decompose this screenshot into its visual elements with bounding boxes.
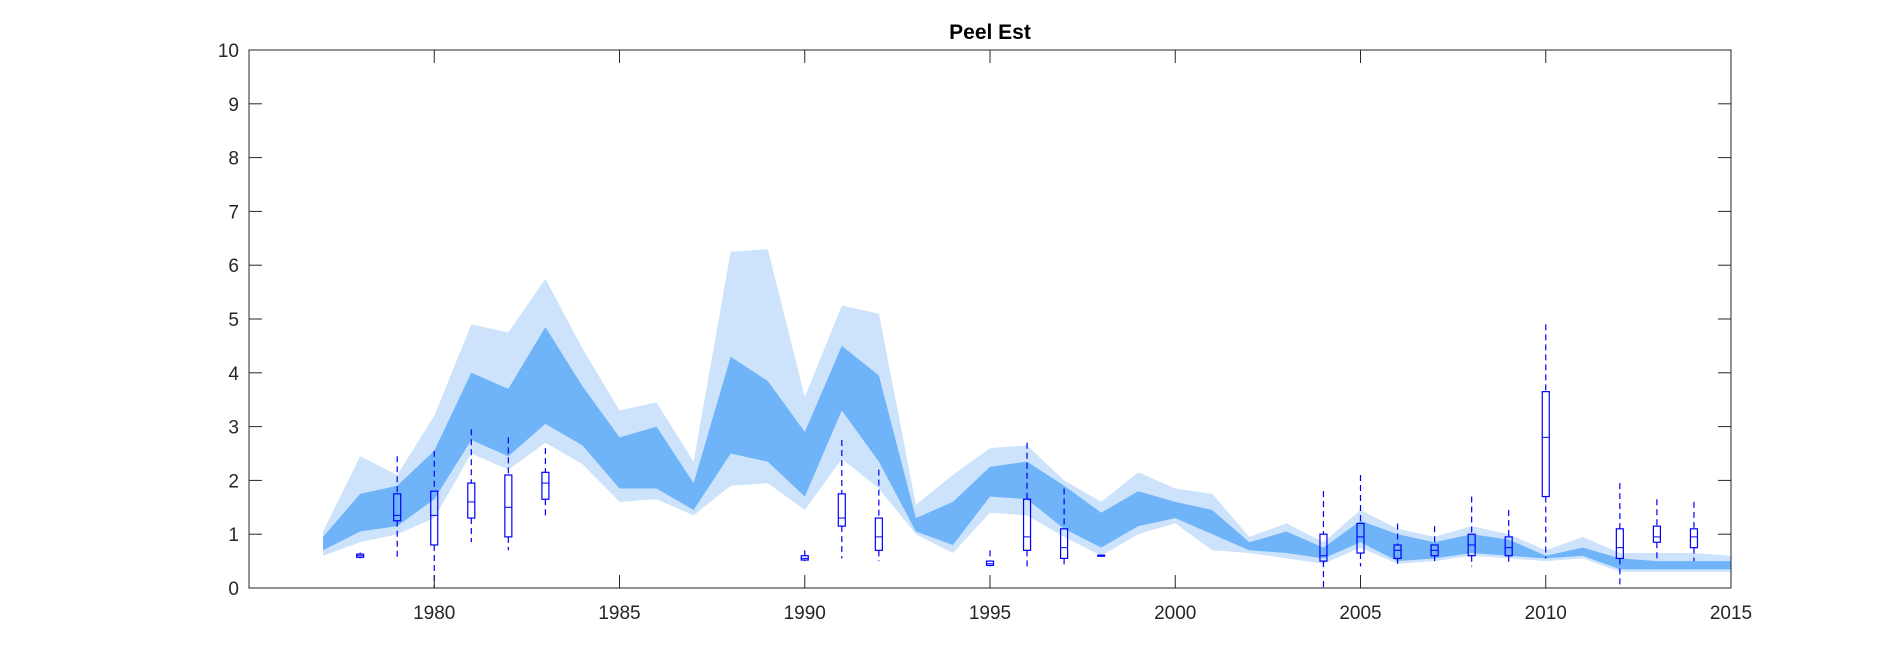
boxplot (1319, 491, 1328, 588)
boxplot-box (504, 474, 513, 538)
boxplot-box (985, 560, 995, 567)
boxplot (874, 469, 883, 562)
boxplot-box (874, 517, 883, 551)
boxplot-box (1541, 391, 1550, 498)
y-tick-label: 0 (228, 579, 239, 600)
boxplot (1615, 483, 1624, 588)
axes: 0 1 2 3 4 5 6 7 8 9 10 1980 1985 1990 1995 2000 2005 2010… (218, 41, 1752, 624)
boxplot (1652, 499, 1662, 562)
y-tick-label: 8 (228, 149, 239, 170)
inner-band (323, 327, 1732, 570)
y-tick-label: 3 (228, 418, 239, 439)
y-tick-label: 4 (228, 364, 239, 385)
boxplot (393, 456, 402, 559)
boxplot-box (1059, 528, 1069, 560)
boxplot (1022, 442, 1032, 570)
boxplot-box (1652, 525, 1662, 543)
boxplot-box (837, 493, 846, 527)
x-tick-label: 1980 (413, 603, 455, 624)
boxplots (356, 324, 1699, 588)
boxplot (985, 550, 995, 567)
boxplot-box (1022, 498, 1032, 551)
boxplot-box (393, 493, 402, 522)
boxplot-box (1356, 522, 1365, 554)
boxplot-box (1393, 544, 1402, 560)
y-tick-label: 6 (228, 256, 239, 277)
x-tick-label: 1985 (598, 603, 640, 624)
x-tick-label: 2010 (1525, 603, 1567, 624)
boxplot-box (1689, 528, 1699, 549)
boxplot (837, 440, 846, 559)
boxplot (1541, 324, 1550, 559)
boxplot (1430, 526, 1439, 562)
chart-title: Peel Est (949, 21, 1031, 44)
x-tick-label: 2005 (1339, 603, 1381, 624)
boxplot-box (430, 490, 439, 546)
boxplot (1059, 488, 1069, 567)
y-tick-label: 1 (228, 525, 239, 546)
boxplot (1356, 475, 1365, 567)
y-tick-label: 2 (228, 471, 239, 492)
boxplot-box (467, 482, 476, 519)
boxplot-box (800, 555, 809, 561)
boxplot-box (1615, 528, 1624, 560)
boxplot (467, 429, 476, 543)
boxplot (1393, 523, 1402, 564)
y-tick-label: 10 (218, 41, 239, 62)
x-tick-label: 2015 (1710, 603, 1752, 624)
x-tick-label: 1990 (784, 603, 826, 624)
boxplot-box (1319, 533, 1328, 562)
y-tick-label: 9 (228, 95, 239, 116)
boxplot (1504, 509, 1513, 564)
boxplot-box (1504, 536, 1513, 557)
x-tick-label: 2000 (1154, 603, 1196, 624)
boxplot (1097, 554, 1106, 557)
boxplot (541, 448, 550, 516)
bands (323, 249, 1732, 572)
y-tick-label: 5 (228, 310, 239, 331)
boxplot-box (541, 471, 550, 500)
boxplot (504, 437, 513, 551)
boxplot (356, 552, 365, 559)
x-tick-label: 1995 (969, 603, 1011, 624)
boxplot (1467, 496, 1476, 567)
boxplot (800, 550, 809, 562)
boxplot (1689, 501, 1699, 562)
y-tick-label: 7 (228, 202, 239, 223)
